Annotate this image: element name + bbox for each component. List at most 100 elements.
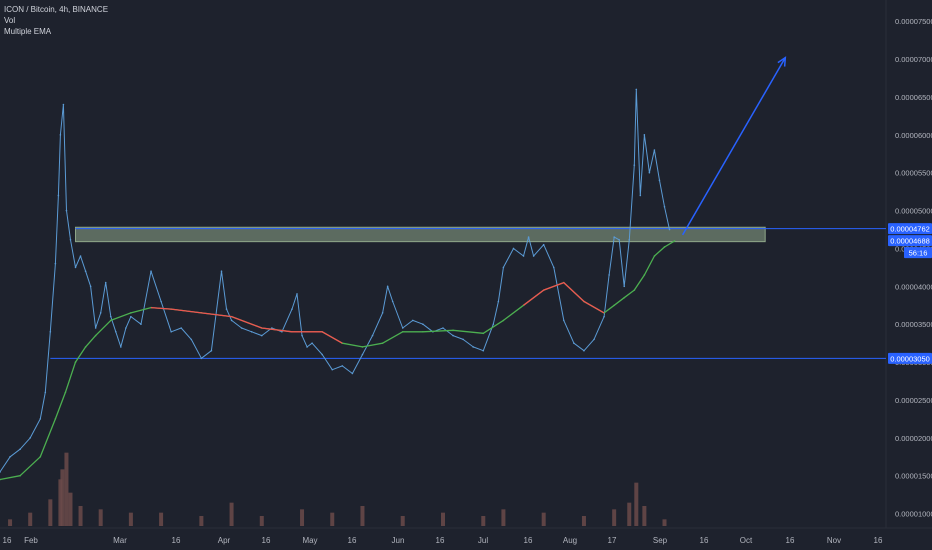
- x-tick-label: 17: [608, 536, 617, 545]
- price-point: [240, 327, 243, 329]
- ema-point: [130, 312, 132, 314]
- volume-bar: [501, 509, 506, 526]
- x-tick-label: Jul: [478, 536, 488, 545]
- price-point: [512, 247, 515, 250]
- arrow-shaft[interactable]: [681, 57, 786, 236]
- x-tick-label: Aug: [563, 536, 577, 545]
- arrow-head[interactable]: [777, 56, 787, 67]
- symbol-title[interactable]: ICON / Bitcoin, 4h, BINANCE: [4, 5, 109, 14]
- y-tick-label: 0.00006500: [895, 93, 932, 102]
- y-tick-label: 0.00006000: [895, 131, 932, 140]
- price-line: [0, 88, 670, 473]
- y-tick-label: 0.00005500: [895, 169, 932, 178]
- resistance-zone-box[interactable]: [75, 226, 766, 243]
- price-point: [608, 274, 610, 276]
- price-point: [65, 209, 68, 212]
- volume-bar: [68, 492, 73, 526]
- price-point: [386, 285, 389, 288]
- price-point: [114, 330, 117, 333]
- volume-bar: [481, 516, 486, 526]
- volume-bar: [612, 509, 617, 526]
- price-point: [648, 171, 651, 174]
- price-point: [94, 327, 97, 329]
- ema-point: [502, 319, 505, 322]
- price-point: [230, 319, 233, 322]
- price-point: [125, 327, 127, 329]
- volume-bar: [60, 469, 65, 526]
- price-point: [658, 179, 661, 182]
- price-point: [99, 312, 102, 314]
- x-tick-label: Oct: [740, 536, 753, 545]
- volume-bar: [330, 512, 335, 526]
- price-point: [79, 255, 82, 257]
- price-point: [643, 134, 646, 136]
- price-label-bg: [904, 247, 932, 259]
- volume-legend[interactable]: Vol: [4, 16, 16, 25]
- price-labels: 0.00004762 0.00004688 56:16 0.00003050: [888, 223, 932, 364]
- volume-bar: [48, 499, 53, 526]
- price-point: [291, 308, 293, 310]
- price-point: [527, 236, 530, 238]
- price-point: [306, 346, 308, 348]
- ema-point: [109, 319, 112, 322]
- x-tick-label: Apr: [218, 536, 231, 545]
- ema-point: [54, 418, 57, 420]
- x-tick-label: Feb: [24, 536, 38, 545]
- x-axis[interactable]: 16 Feb Mar 16 Apr 16 May 16 Jun 16 Jul 16 Aug 17 Sep 16…: [3, 536, 883, 545]
- series-lines: [0, 88, 676, 481]
- y-tick-label: 0.00001000: [895, 510, 932, 519]
- y-tick-label: 0.00001500: [895, 472, 932, 481]
- price-point: [296, 293, 298, 295]
- price-point: [62, 103, 65, 106]
- price-point: [140, 323, 142, 326]
- price-point: [401, 327, 404, 329]
- ema-point: [64, 391, 67, 394]
- price-point: [492, 323, 495, 326]
- x-tick-label: Jun: [392, 536, 405, 545]
- volume-bar: [8, 519, 13, 526]
- volume-bar: [159, 512, 164, 526]
- volume-bar: [642, 506, 647, 526]
- ema-legend[interactable]: Multiple EMA: [4, 27, 52, 36]
- price-point: [502, 266, 505, 269]
- ema-point: [663, 246, 666, 248]
- volume-bar: [98, 509, 103, 526]
- horizontal-lines[interactable]: [50, 228, 886, 359]
- price-point: [663, 206, 666, 208]
- ema-point: [19, 474, 21, 477]
- volume-bar: [662, 519, 667, 526]
- volume-bar: [58, 479, 63, 526]
- price-point: [150, 270, 152, 272]
- ema-point: [381, 342, 384, 344]
- volume-bar: [300, 509, 305, 526]
- price-point: [552, 266, 555, 269]
- price-point: [29, 437, 32, 439]
- volume-bar: [199, 516, 204, 526]
- price-point: [462, 338, 464, 341]
- price-point: [281, 330, 283, 333]
- ema-point: [401, 330, 404, 333]
- volume-bar: [634, 482, 639, 526]
- price-point: [130, 315, 132, 318]
- price-point: [497, 300, 500, 303]
- price-point: [361, 353, 364, 356]
- x-tick-label: 16: [3, 536, 12, 545]
- ema-point: [361, 346, 364, 348]
- x-tick-label: Sep: [653, 536, 668, 545]
- volume-bar: [541, 512, 546, 526]
- price-point: [411, 319, 414, 322]
- price-point: [54, 262, 57, 265]
- price-point: [603, 315, 605, 318]
- resistance-zone: [75, 226, 766, 243]
- ema-down-segment: [150, 306, 343, 344]
- price-label-bg: [888, 223, 932, 235]
- x-tick-label: Mar: [113, 536, 127, 545]
- price-point: [104, 281, 107, 284]
- volume-bar: [400, 516, 405, 526]
- price-point: [89, 285, 92, 288]
- price-label-bg: [888, 235, 932, 247]
- projection-arrow[interactable]: [681, 56, 787, 236]
- price-point: [371, 334, 374, 337]
